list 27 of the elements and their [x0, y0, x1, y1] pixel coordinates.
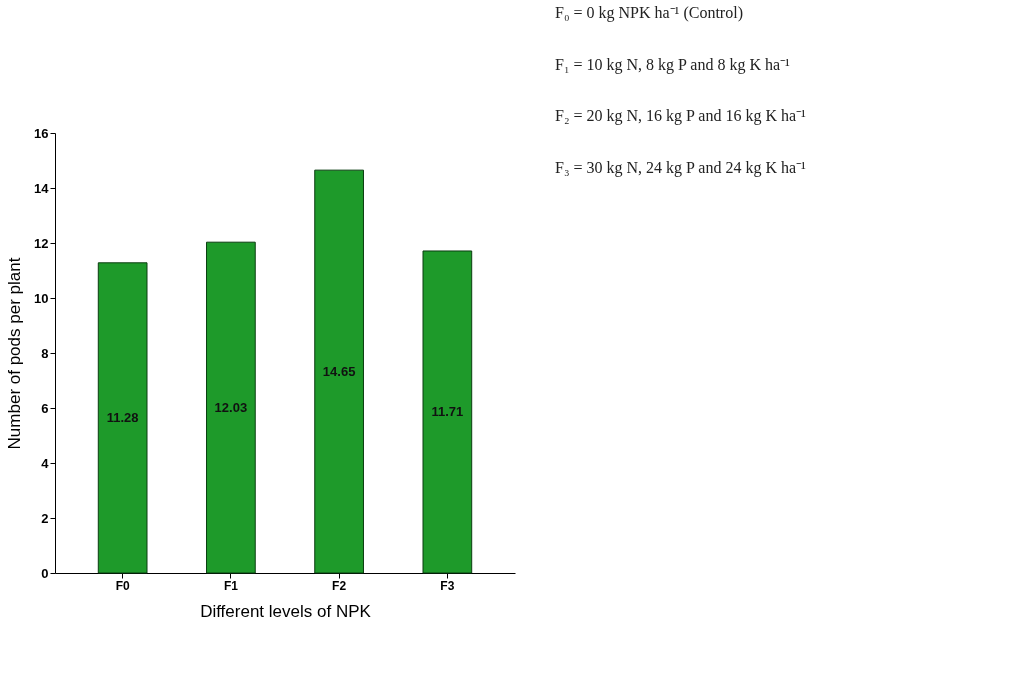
y-axis-title: Number of pods per plant — [5, 257, 25, 450]
y-tick-label: 14 — [34, 180, 50, 196]
data-label: 12.03 — [214, 399, 248, 415]
x-tick-label: F3 — [440, 578, 455, 593]
bar — [97, 262, 148, 574]
text: F₁ = 10 kg N, 8 kg P and 8 kg K ha⁻¹ — [555, 55, 791, 74]
bar — [206, 241, 256, 574]
y-tick-label: 4 — [41, 455, 50, 471]
y-tick-label: 10 — [34, 290, 49, 306]
text: F₀ = 0 kg NPK ha⁻¹ (Control) — [555, 4, 743, 22]
x-tick-label: F0 — [115, 578, 130, 593]
bar — [422, 250, 473, 574]
x-tick-label: F1 — [223, 578, 239, 593]
text: F₃ = 30 kg N, 24 kg P and 24 kg K ha⁻¹ — [555, 159, 807, 177]
y-tick-label: 12 — [34, 235, 49, 251]
y-tick-label: 16 — [34, 125, 49, 141]
data-label: 11.28 — [106, 409, 139, 425]
y-tick-label: 6 — [41, 400, 49, 416]
y-tick-label: 8 — [41, 345, 49, 361]
y-tick-label: 0 — [41, 565, 49, 581]
text: F₂ = 20 kg N, 16 kg P and 16 kg K ha⁻¹ — [555, 107, 807, 126]
bar — [314, 169, 364, 574]
data-label: 14.65 — [322, 363, 356, 379]
y-tick-label: 2 — [41, 510, 49, 526]
x-axis-title: Different levels of NPK — [200, 601, 372, 621]
data-label: 11.71 — [431, 403, 464, 419]
x-tick-label: F2 — [332, 578, 347, 593]
